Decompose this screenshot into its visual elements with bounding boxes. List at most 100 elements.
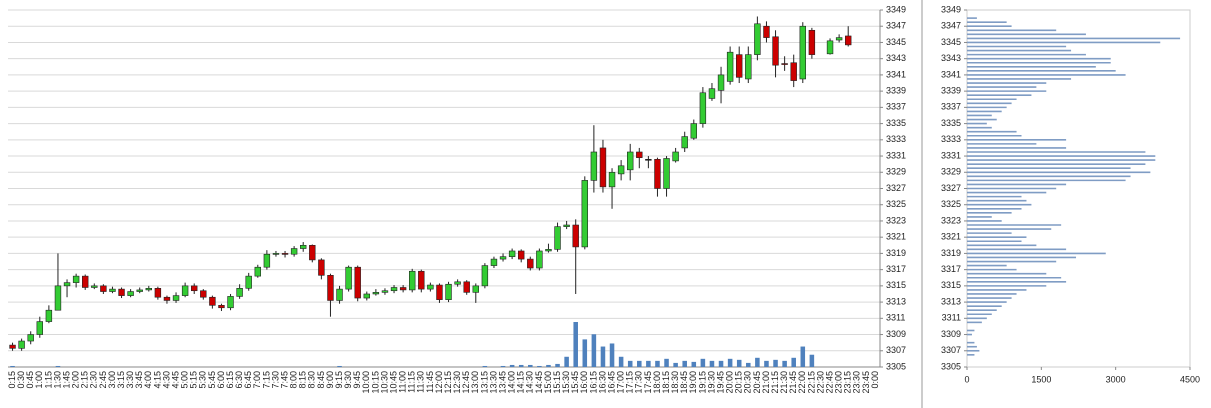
- candle-body: [254, 266, 261, 277]
- x-tick-label: 4:15: [152, 371, 162, 389]
- y-tick-label: 3341: [941, 69, 961, 79]
- volume-bar: [655, 360, 660, 367]
- y-tick-label: 3329: [886, 167, 906, 177]
- volume-bar: [337, 365, 342, 367]
- candle-body: [418, 270, 425, 290]
- candle-body: [63, 282, 71, 287]
- candle-body: [327, 275, 334, 301]
- candle-body: [463, 281, 470, 293]
- candle-body: [508, 250, 516, 257]
- candle-body: [145, 287, 152, 291]
- candle-body: [717, 74, 725, 91]
- candle-body: [736, 54, 743, 78]
- y-tick-label: 3307: [886, 345, 906, 355]
- x-tick-label: 23:00: [834, 371, 844, 394]
- volume-bar: [637, 360, 642, 367]
- y-tick-label: 3345: [886, 37, 906, 47]
- volume-bar: [564, 356, 569, 367]
- candle-body: [690, 123, 697, 139]
- x-tick-label: 22:00: [797, 371, 807, 394]
- x-tick-label: 7:15: [261, 371, 271, 389]
- candle-body: [545, 249, 552, 252]
- y-tick-label: 3347: [941, 21, 961, 31]
- x-tick-label: 12:15: [443, 371, 453, 394]
- y-tick-label: 3311: [942, 313, 961, 323]
- volume-bar: [664, 358, 669, 367]
- x-tick-label: 7:00: [252, 371, 262, 389]
- candle-body: [835, 37, 843, 41]
- x-tick-label: 20:15: [734, 371, 744, 394]
- volume-bar: [55, 365, 61, 367]
- volume-bar: [682, 360, 687, 367]
- candle-body: [263, 253, 271, 268]
- volume-bar: [773, 359, 778, 367]
- volume-bar: [482, 365, 488, 367]
- candle-body: [754, 23, 761, 55]
- x-tick-label: 16:30: [597, 371, 607, 394]
- candle-body: [45, 309, 53, 322]
- candle-body: [372, 292, 380, 295]
- x-tick-label: 21:30: [779, 371, 789, 394]
- y-tick-label: 3309: [886, 329, 906, 339]
- candle-body: [399, 287, 407, 291]
- x-tick-label: 10:15: [370, 371, 380, 394]
- y-tick-label: 3341: [886, 69, 906, 79]
- volume-bar: [518, 364, 524, 367]
- y-tick-label: 3313: [941, 296, 961, 306]
- x-tick-label: 5:00: [180, 371, 190, 389]
- volume-bar: [10, 365, 15, 367]
- x-tick-label: 12:30: [452, 371, 462, 394]
- candle-body: [599, 147, 607, 188]
- candle-body: [245, 275, 252, 289]
- volume-bar: [746, 362, 751, 367]
- x-tick-label: 0: [964, 374, 969, 384]
- x-tick-label: 8:30: [307, 371, 317, 389]
- x-tick-label: 11:45: [425, 371, 435, 393]
- candle-body: [699, 92, 707, 124]
- candle-body: [663, 158, 670, 189]
- candle-body: [536, 250, 543, 269]
- volume-bar: [609, 343, 615, 367]
- x-tick-label: 15:30: [561, 371, 571, 394]
- y-tick-label: 3337: [886, 102, 906, 112]
- candle-body: [472, 285, 479, 293]
- candle-body: [336, 288, 343, 301]
- y-tick-label: 3305: [941, 361, 961, 371]
- x-tick-label: 3:45: [134, 371, 144, 389]
- volume-bar: [764, 360, 769, 367]
- candle-body: [191, 285, 198, 292]
- candle-body: [345, 266, 352, 290]
- candle-body: [554, 226, 561, 250]
- x-tick-label: 5:45: [207, 371, 217, 389]
- candle-body: [127, 291, 134, 296]
- y-tick-label: 3335: [886, 118, 906, 128]
- candle-body: [636, 151, 643, 158]
- x-tick-label: 19:15: [697, 371, 707, 394]
- candle-body: [708, 88, 716, 99]
- candle-body: [200, 290, 207, 298]
- x-tick-label: 17:30: [634, 371, 644, 394]
- candle-body: [9, 344, 16, 349]
- x-tick-label: 18:30: [670, 371, 680, 394]
- volume-bar: [537, 365, 542, 367]
- x-tick-label: 14:00: [507, 371, 517, 394]
- x-tick-label: 14:15: [516, 371, 526, 394]
- volume-bar: [691, 361, 697, 367]
- volume-bar: [782, 360, 787, 367]
- x-tick-label: 6:45: [243, 371, 253, 389]
- candle-body: [290, 248, 298, 255]
- candle-body: [590, 151, 598, 181]
- y-tick-label: 3327: [886, 183, 906, 193]
- x-tick-label: 12:45: [461, 371, 471, 394]
- candle-body: [354, 266, 361, 299]
- candle-body: [227, 296, 234, 309]
- x-tick-label: 0:15: [7, 371, 17, 389]
- candle-body: [427, 284, 434, 290]
- x-tick-label: 10:00: [361, 371, 371, 394]
- x-tick-label: 5:30: [198, 371, 208, 389]
- x-tick-label: 21:15: [770, 371, 780, 394]
- y-tick-label: 3337: [941, 102, 961, 112]
- y-tick-label: 3315: [886, 280, 906, 290]
- x-tick-label: 18:45: [679, 371, 689, 394]
